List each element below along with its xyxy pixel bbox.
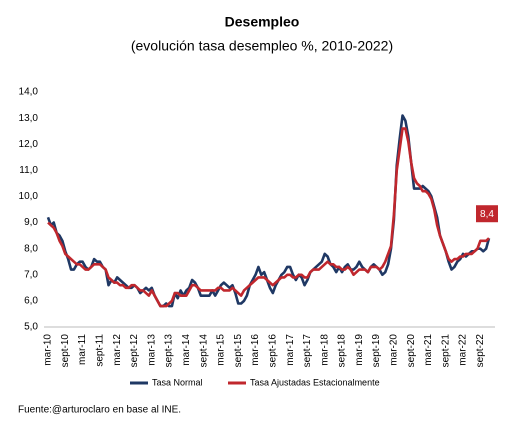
x-tick-label: mar-18 <box>319 334 330 366</box>
x-tick-label: sept-15 <box>233 334 244 368</box>
x-tick-label: sept-11 <box>95 334 106 367</box>
chart-title: Desempleo <box>225 14 300 30</box>
chart-subtitle: (evolución tasa desempleo %, 2010-2022) <box>131 38 393 54</box>
x-tick-label: mar-20 <box>389 334 400 366</box>
x-tick-label: mar-21 <box>423 334 434 366</box>
y-tick-label: 8,0 <box>24 243 38 254</box>
x-tick-label: sept-10 <box>60 334 71 368</box>
x-tick-label: mar-10 <box>43 334 54 366</box>
x-tick-label: mar-13 <box>146 334 157 366</box>
y-tick-label: 14,0 <box>19 87 39 98</box>
legend-label: Tasa Ajustadas Estacionalmente <box>250 377 380 387</box>
x-tick-label: sept-18 <box>337 334 348 368</box>
y-tick-label: 10,0 <box>19 191 39 202</box>
series-line <box>46 114 491 308</box>
x-tick-label: sept-14 <box>198 334 209 368</box>
x-tick-label: mar-22 <box>458 334 469 366</box>
x-tick-label: sept-19 <box>371 334 382 368</box>
x-tick-label: sept-16 <box>267 334 278 368</box>
x-tick-label: sept-13 <box>164 334 175 368</box>
x-tick-label: mar-14 <box>181 334 192 366</box>
y-tick-label: 13,0 <box>19 113 39 124</box>
x-tick-label: mar-17 <box>285 334 296 366</box>
x-tick-label: sept-22 <box>475 334 486 368</box>
y-tick-label: 11,0 <box>19 165 38 176</box>
y-tick-label: 6,0 <box>24 296 38 307</box>
x-tick-label: sept-12 <box>129 334 140 368</box>
x-tick-label: sept-21 <box>440 334 451 368</box>
x-tick-label: mar-16 <box>250 334 261 366</box>
end-label: 8,4 <box>480 209 494 220</box>
x-tick-label: mar-12 <box>112 334 123 366</box>
x-tick-label: mar-15 <box>216 334 227 366</box>
x-tick-label: mar-11 <box>77 334 88 365</box>
y-tick-label: 5,0 <box>24 322 38 333</box>
source-note: Fuente:@arturoclaro en base al INE. <box>18 405 181 416</box>
x-tick-label: sept-20 <box>406 334 417 368</box>
end-label-box <box>476 205 498 223</box>
series-line <box>47 127 490 308</box>
x-tick-label: sept-17 <box>302 334 313 368</box>
legend-label: Tasa Normal <box>152 377 203 387</box>
y-tick-label: 12,0 <box>19 139 39 150</box>
x-tick-label: mar-19 <box>354 334 365 366</box>
y-tick-label: 7,0 <box>24 269 38 280</box>
y-tick-label: 9,0 <box>24 217 38 228</box>
